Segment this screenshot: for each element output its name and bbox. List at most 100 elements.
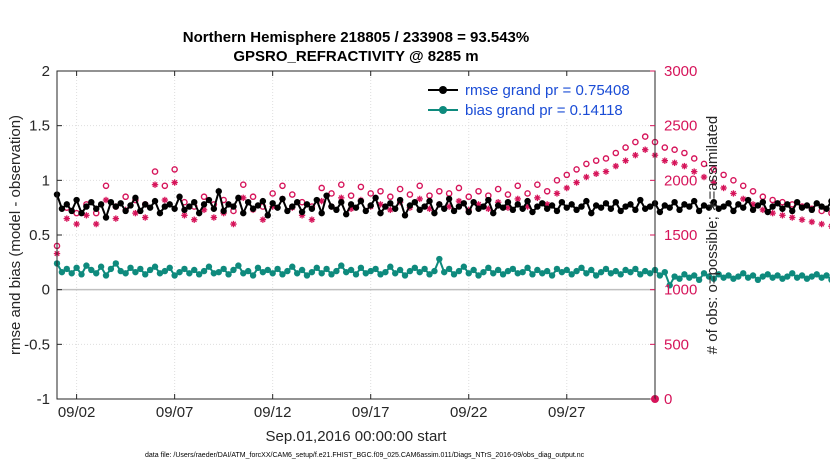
rmse-point	[465, 208, 472, 216]
rmse-point	[514, 201, 521, 208]
rmse-point	[548, 202, 556, 209]
bias-point	[494, 266, 502, 274]
bias-point	[298, 266, 306, 274]
obs-possible-point	[543, 187, 551, 195]
obs-possible-point	[710, 166, 718, 173]
bias-point	[720, 274, 727, 281]
bias-point	[401, 272, 409, 279]
bias-point	[646, 270, 654, 277]
asterisk-stroke	[240, 195, 246, 201]
obs-assimilated-point	[818, 220, 825, 228]
obs-assimilated-point	[730, 190, 737, 197]
bias-point	[661, 268, 669, 276]
rmse-point	[416, 206, 423, 214]
asterisk-stroke	[485, 206, 492, 212]
rmse-point	[347, 201, 355, 208]
obs-possible-point	[504, 191, 512, 198]
rmse-point	[117, 200, 124, 207]
bias-point	[519, 268, 526, 276]
bias-point	[83, 262, 90, 269]
bias-point	[382, 268, 389, 276]
asterisk-stroke	[132, 210, 139, 216]
obs-possible-point	[396, 185, 404, 193]
bias-point	[548, 272, 556, 279]
bias-point	[225, 271, 232, 278]
obs-assimilated-point	[661, 157, 669, 164]
chart-title: Northern Hemisphere 218805 / 233908 = 93…	[183, 29, 529, 46]
rmse-point	[244, 199, 252, 206]
obs-possible-point	[828, 210, 830, 217]
bias-point	[127, 264, 134, 271]
asterisk-stroke	[593, 171, 599, 177]
rmse-point	[485, 196, 492, 204]
rmse-point	[509, 206, 517, 214]
rmse-point	[494, 202, 502, 209]
obs-assimilated-point	[710, 179, 718, 186]
rmse-point	[328, 203, 335, 210]
asterisk-stroke	[799, 216, 805, 223]
obs-assimilated-point	[132, 209, 139, 217]
bias-point	[240, 270, 247, 277]
asterisk-stroke	[789, 214, 795, 221]
rmse-point	[504, 199, 512, 206]
rmse-point	[83, 203, 90, 210]
bias-point	[671, 273, 678, 280]
obs-assimilated-point	[210, 214, 218, 221]
rmse-point	[323, 192, 330, 199]
rmse-point	[612, 199, 619, 206]
obs-possible-point	[436, 187, 443, 195]
obs-assimilated-point	[534, 194, 541, 202]
bias-point	[426, 271, 433, 278]
bias-point	[102, 272, 110, 279]
rmse-point	[161, 203, 169, 210]
rmse-point	[524, 197, 531, 205]
bias-point	[73, 264, 80, 271]
x-axis: 09/02 09/07 09/12 09/17 09/22 09/27	[58, 71, 586, 421]
asterisk-stroke	[779, 212, 786, 219]
rmse-point	[225, 201, 232, 208]
rmse-point	[583, 197, 590, 205]
bias-point	[142, 271, 149, 278]
bias-point	[808, 273, 816, 280]
obs-possible-point	[730, 177, 737, 184]
bias-point	[774, 272, 781, 279]
bias-point	[504, 267, 512, 275]
obs-assimilated-point	[563, 184, 570, 192]
rmse-point	[627, 201, 634, 208]
x-tick-label: 09/17	[352, 404, 390, 421]
bias-point	[490, 270, 497, 277]
bias-point	[563, 266, 570, 274]
obs-possible-point	[279, 182, 286, 190]
obs-assimilated-point	[612, 162, 619, 170]
obs-assimilated-point	[592, 170, 600, 177]
y-tick-label: 1	[42, 172, 50, 189]
rmse-point	[588, 209, 595, 217]
obs-assimilated-point	[151, 181, 159, 188]
y-tick-label: -1	[37, 391, 50, 408]
rmse-point	[529, 208, 536, 216]
asterisk-stroke	[103, 197, 109, 203]
bias-point	[367, 267, 374, 275]
rmse-point	[735, 201, 742, 208]
rmse-point	[779, 205, 786, 212]
obs-possible-point	[249, 193, 257, 201]
obs-possible-point	[661, 144, 669, 151]
rmse-point	[205, 196, 213, 204]
bias-point	[230, 266, 237, 274]
rmse-point	[171, 205, 178, 212]
bias-point	[460, 263, 468, 270]
rmse-point	[480, 203, 487, 210]
asterisk-stroke	[622, 157, 629, 164]
obs-possible-point	[161, 182, 169, 190]
bias-point	[725, 272, 732, 279]
obs-possible-point	[632, 138, 639, 146]
bias-point	[97, 263, 105, 270]
rmse-point	[289, 203, 296, 210]
rmse-point	[607, 205, 615, 212]
rmse-point	[318, 209, 325, 217]
obs-possible-point	[288, 191, 296, 198]
rmse-point	[666, 204, 673, 211]
rmse-point	[166, 201, 173, 208]
legend-rmse-label: rmse grand pr = 0.75408	[465, 82, 630, 99]
bias-point	[641, 267, 649, 275]
